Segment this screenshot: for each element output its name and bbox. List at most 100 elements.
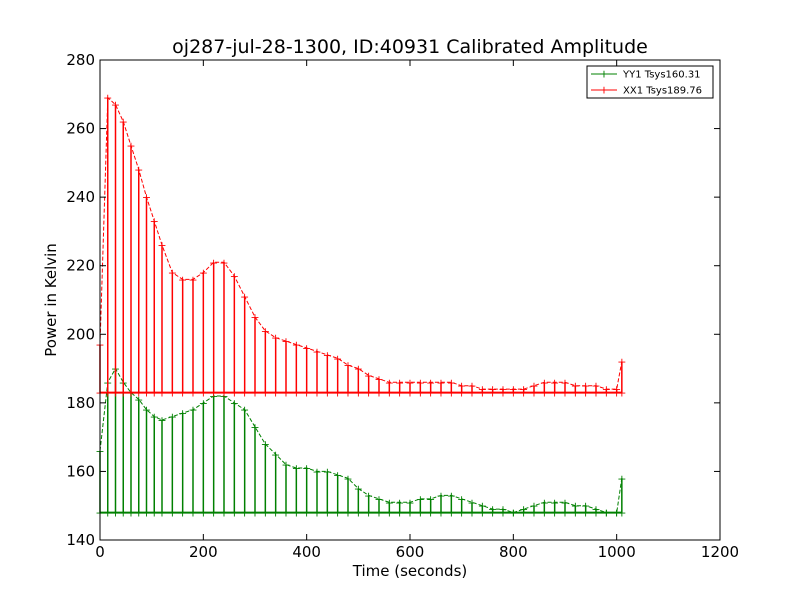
baseline-marker: +: [488, 387, 497, 400]
plot-area: ++++++++++++++++++++++++++++++++++++++++…: [95, 92, 626, 520]
data-point-marker: +: [436, 489, 445, 502]
y-tick-label: 280: [66, 51, 95, 69]
baseline-marker: +: [240, 387, 249, 400]
baseline-marker: +: [374, 507, 383, 520]
data-point-marker: +: [519, 503, 528, 516]
baseline-marker: +: [323, 507, 332, 520]
baseline-marker: +: [150, 387, 159, 400]
baseline-marker: +: [209, 507, 218, 520]
data-point-marker: +: [591, 380, 600, 393]
legend: + YY1 Tsys160.31 + XX1 Tsys189.76: [586, 65, 714, 99]
data-point-marker: +: [374, 373, 383, 386]
data-point-marker: +: [612, 383, 621, 396]
y-axis-label: Power in Kelvin: [42, 243, 60, 357]
data-point-marker: +: [395, 376, 404, 389]
baseline-marker: +: [111, 387, 120, 400]
baseline-marker: +: [581, 507, 590, 520]
data-point-marker: +: [261, 438, 270, 451]
baseline-marker: +: [343, 507, 352, 520]
baseline-marker: +: [150, 507, 159, 520]
baseline-marker: +: [111, 507, 120, 520]
baseline-marker: +: [617, 387, 626, 400]
baseline-marker: +: [134, 507, 143, 520]
data-point-marker: +: [364, 369, 373, 382]
data-point-marker: +: [426, 376, 435, 389]
data-point-marker: +: [157, 414, 166, 427]
baseline-marker: +: [560, 387, 569, 400]
data-point-marker: +: [550, 496, 559, 509]
data-point-marker: +: [509, 507, 518, 520]
baseline-marker: +: [323, 387, 332, 400]
baseline-marker: +: [581, 387, 590, 400]
baseline-marker: +: [426, 387, 435, 400]
data-point-marker: +: [478, 383, 487, 396]
baseline-marker: +: [188, 387, 197, 400]
data-point-marker: +: [385, 376, 394, 389]
baseline-marker: +: [126, 507, 135, 520]
baseline-marker: +: [478, 387, 487, 400]
data-point-marker: +: [240, 291, 249, 304]
baseline-marker: +: [385, 507, 394, 520]
data-point-marker: +: [219, 256, 228, 269]
y-tick-label: 140: [66, 531, 95, 549]
data-point-marker: +: [602, 383, 611, 396]
data-point-marker: +: [142, 191, 151, 204]
baseline-marker: +: [467, 387, 476, 400]
baseline-marker: +: [230, 507, 239, 520]
data-point-marker: +: [188, 273, 197, 286]
baseline-marker: +: [134, 387, 143, 400]
data-point-marker: +: [540, 376, 549, 389]
data-point-marker: +: [467, 496, 476, 509]
baseline-marker: +: [529, 387, 538, 400]
data-point-marker: +: [529, 500, 538, 513]
baseline-marker: +: [591, 507, 600, 520]
baseline-marker: +: [426, 507, 435, 520]
data-point-marker: +: [230, 270, 239, 283]
chart-title: oj287-jul-28-1300, ID:40931 Calibrated A…: [172, 36, 648, 58]
baseline-marker: +: [271, 507, 280, 520]
baseline-marker: +: [374, 387, 383, 400]
data-point-marker: +: [292, 462, 301, 475]
data-point-marker: +: [150, 411, 159, 424]
baseline-marker: +: [447, 507, 456, 520]
data-point-marker: +: [168, 411, 177, 424]
baseline-marker: +: [498, 387, 507, 400]
data-point-marker: +: [323, 465, 332, 478]
baseline-marker: +: [571, 507, 580, 520]
baseline-marker: +: [405, 507, 414, 520]
baseline-marker: +: [416, 387, 425, 400]
baseline-marker: +: [333, 507, 342, 520]
data-point-marker: +: [498, 383, 507, 396]
data-point-marker: +: [168, 267, 177, 280]
baseline-marker: +: [560, 507, 569, 520]
data-point-marker: +: [188, 404, 197, 417]
data-point-marker: +: [488, 503, 497, 516]
baseline-marker: +: [168, 507, 177, 520]
data-point-marker: +: [157, 239, 166, 252]
baseline-marker: +: [498, 507, 507, 520]
baseline-marker: +: [271, 387, 280, 400]
x-tick-label: 200: [189, 543, 218, 561]
data-point-marker: +: [405, 496, 414, 509]
x-tick-label: 1000: [598, 543, 636, 561]
baseline-marker: +: [447, 387, 456, 400]
baseline-marker: +: [157, 507, 166, 520]
baseline-marker: +: [457, 387, 466, 400]
data-point-marker: +: [467, 380, 476, 393]
axis-ticks: 0 200 400 600 800 1000 1200 140 160 180 200 220 240 2…: [66, 51, 739, 561]
data-point-marker: +: [457, 493, 466, 506]
x-tick-label: 400: [292, 543, 321, 561]
data-point-marker: +: [134, 164, 143, 177]
baseline-marker: +: [395, 507, 404, 520]
data-point-marker: +: [178, 273, 187, 286]
baseline-marker: +: [529, 507, 538, 520]
data-point-marker: +: [354, 363, 363, 376]
baseline-marker: +: [292, 507, 301, 520]
data-point-marker: +: [219, 390, 228, 403]
x-tick-label: 800: [499, 543, 528, 561]
data-point-marker: +: [333, 469, 342, 482]
baseline-marker: +: [261, 507, 270, 520]
baseline-marker: +: [142, 387, 151, 400]
